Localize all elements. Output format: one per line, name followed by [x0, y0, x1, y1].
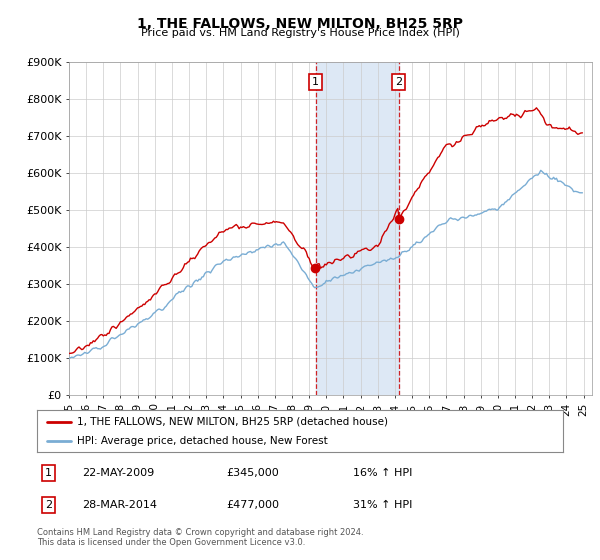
Text: 1: 1 — [312, 77, 319, 87]
Text: 28-MAR-2014: 28-MAR-2014 — [82, 500, 157, 510]
Text: 1, THE FALLOWS, NEW MILTON, BH25 5RP: 1, THE FALLOWS, NEW MILTON, BH25 5RP — [137, 17, 463, 31]
Text: 2: 2 — [395, 77, 402, 87]
Text: 16% ↑ HPI: 16% ↑ HPI — [353, 468, 412, 478]
Text: Price paid vs. HM Land Registry's House Price Index (HPI): Price paid vs. HM Land Registry's House … — [140, 28, 460, 38]
Text: 31% ↑ HPI: 31% ↑ HPI — [353, 500, 412, 510]
Text: 2: 2 — [45, 500, 52, 510]
Text: HPI: Average price, detached house, New Forest: HPI: Average price, detached house, New … — [77, 436, 328, 446]
Text: £345,000: £345,000 — [226, 468, 279, 478]
Text: 1, THE FALLOWS, NEW MILTON, BH25 5RP (detached house): 1, THE FALLOWS, NEW MILTON, BH25 5RP (de… — [77, 417, 388, 427]
Bar — [316, 62, 398, 395]
Text: £477,000: £477,000 — [226, 500, 280, 510]
Text: 1: 1 — [45, 468, 52, 478]
Text: Contains HM Land Registry data © Crown copyright and database right 2024.
This d: Contains HM Land Registry data © Crown c… — [37, 528, 364, 547]
Text: 22-MAY-2009: 22-MAY-2009 — [82, 468, 154, 478]
